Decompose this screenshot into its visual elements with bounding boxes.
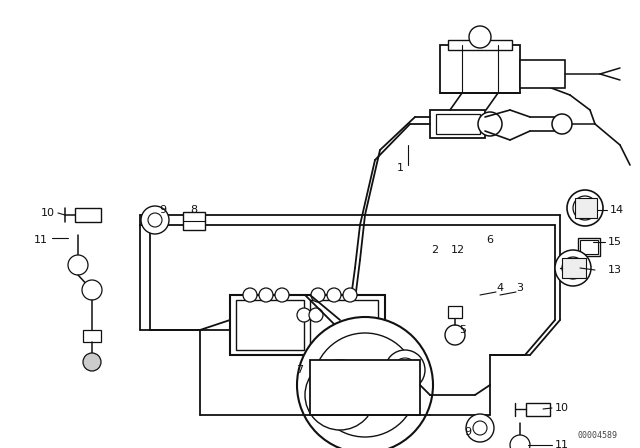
Circle shape (259, 288, 273, 302)
Text: 00004589: 00004589 (578, 431, 618, 440)
Bar (183, 212, 205, 230)
Bar (310, 300, 378, 350)
Bar (230, 295, 385, 355)
Circle shape (243, 288, 257, 302)
Text: 7: 7 (296, 365, 303, 375)
Circle shape (343, 288, 357, 302)
Circle shape (309, 308, 323, 322)
Circle shape (68, 255, 88, 275)
Text: 9: 9 (159, 205, 166, 215)
Circle shape (445, 325, 465, 345)
Circle shape (311, 288, 325, 302)
Text: 6: 6 (486, 235, 493, 245)
Circle shape (320, 375, 360, 415)
Text: 15: 15 (608, 237, 622, 247)
Circle shape (313, 333, 417, 437)
Bar (448, 306, 462, 318)
Circle shape (555, 250, 591, 286)
Bar (75, 208, 101, 222)
Bar (580, 240, 598, 254)
Circle shape (305, 360, 375, 430)
Bar (436, 114, 480, 134)
Text: 11: 11 (34, 235, 48, 245)
Bar (236, 300, 304, 350)
Text: 5: 5 (460, 325, 467, 335)
Circle shape (83, 353, 101, 371)
Circle shape (473, 421, 487, 435)
Circle shape (141, 206, 169, 234)
Text: 13: 13 (608, 265, 622, 275)
Text: 10: 10 (555, 403, 569, 413)
Circle shape (478, 112, 502, 136)
Circle shape (469, 26, 491, 48)
Circle shape (297, 308, 311, 322)
Bar (440, 45, 520, 93)
Bar (83, 330, 101, 342)
Bar (430, 110, 485, 138)
Bar (520, 60, 565, 88)
Circle shape (275, 288, 289, 302)
Circle shape (385, 350, 425, 390)
Circle shape (510, 435, 530, 448)
Circle shape (82, 280, 102, 300)
Text: 1: 1 (397, 163, 403, 173)
Bar (526, 403, 550, 416)
Text: 11: 11 (555, 440, 569, 448)
Circle shape (297, 317, 433, 448)
Circle shape (330, 385, 350, 405)
Bar (575, 198, 597, 218)
Bar (578, 238, 600, 256)
Circle shape (327, 288, 341, 302)
Circle shape (466, 414, 494, 442)
Text: 12: 12 (451, 245, 465, 255)
Circle shape (573, 196, 597, 220)
Text: 9: 9 (465, 427, 472, 437)
Circle shape (562, 257, 584, 279)
Circle shape (552, 114, 572, 134)
Text: 2: 2 (431, 245, 438, 255)
Text: 3: 3 (516, 283, 524, 293)
Text: 10: 10 (41, 208, 55, 218)
Circle shape (393, 358, 417, 382)
Bar (310, 360, 420, 415)
Text: 4: 4 (497, 283, 504, 293)
Text: 8: 8 (191, 205, 198, 215)
Circle shape (148, 213, 162, 227)
Bar (448, 40, 512, 50)
Circle shape (567, 190, 603, 226)
Text: 14: 14 (610, 205, 624, 215)
Bar (562, 258, 586, 278)
